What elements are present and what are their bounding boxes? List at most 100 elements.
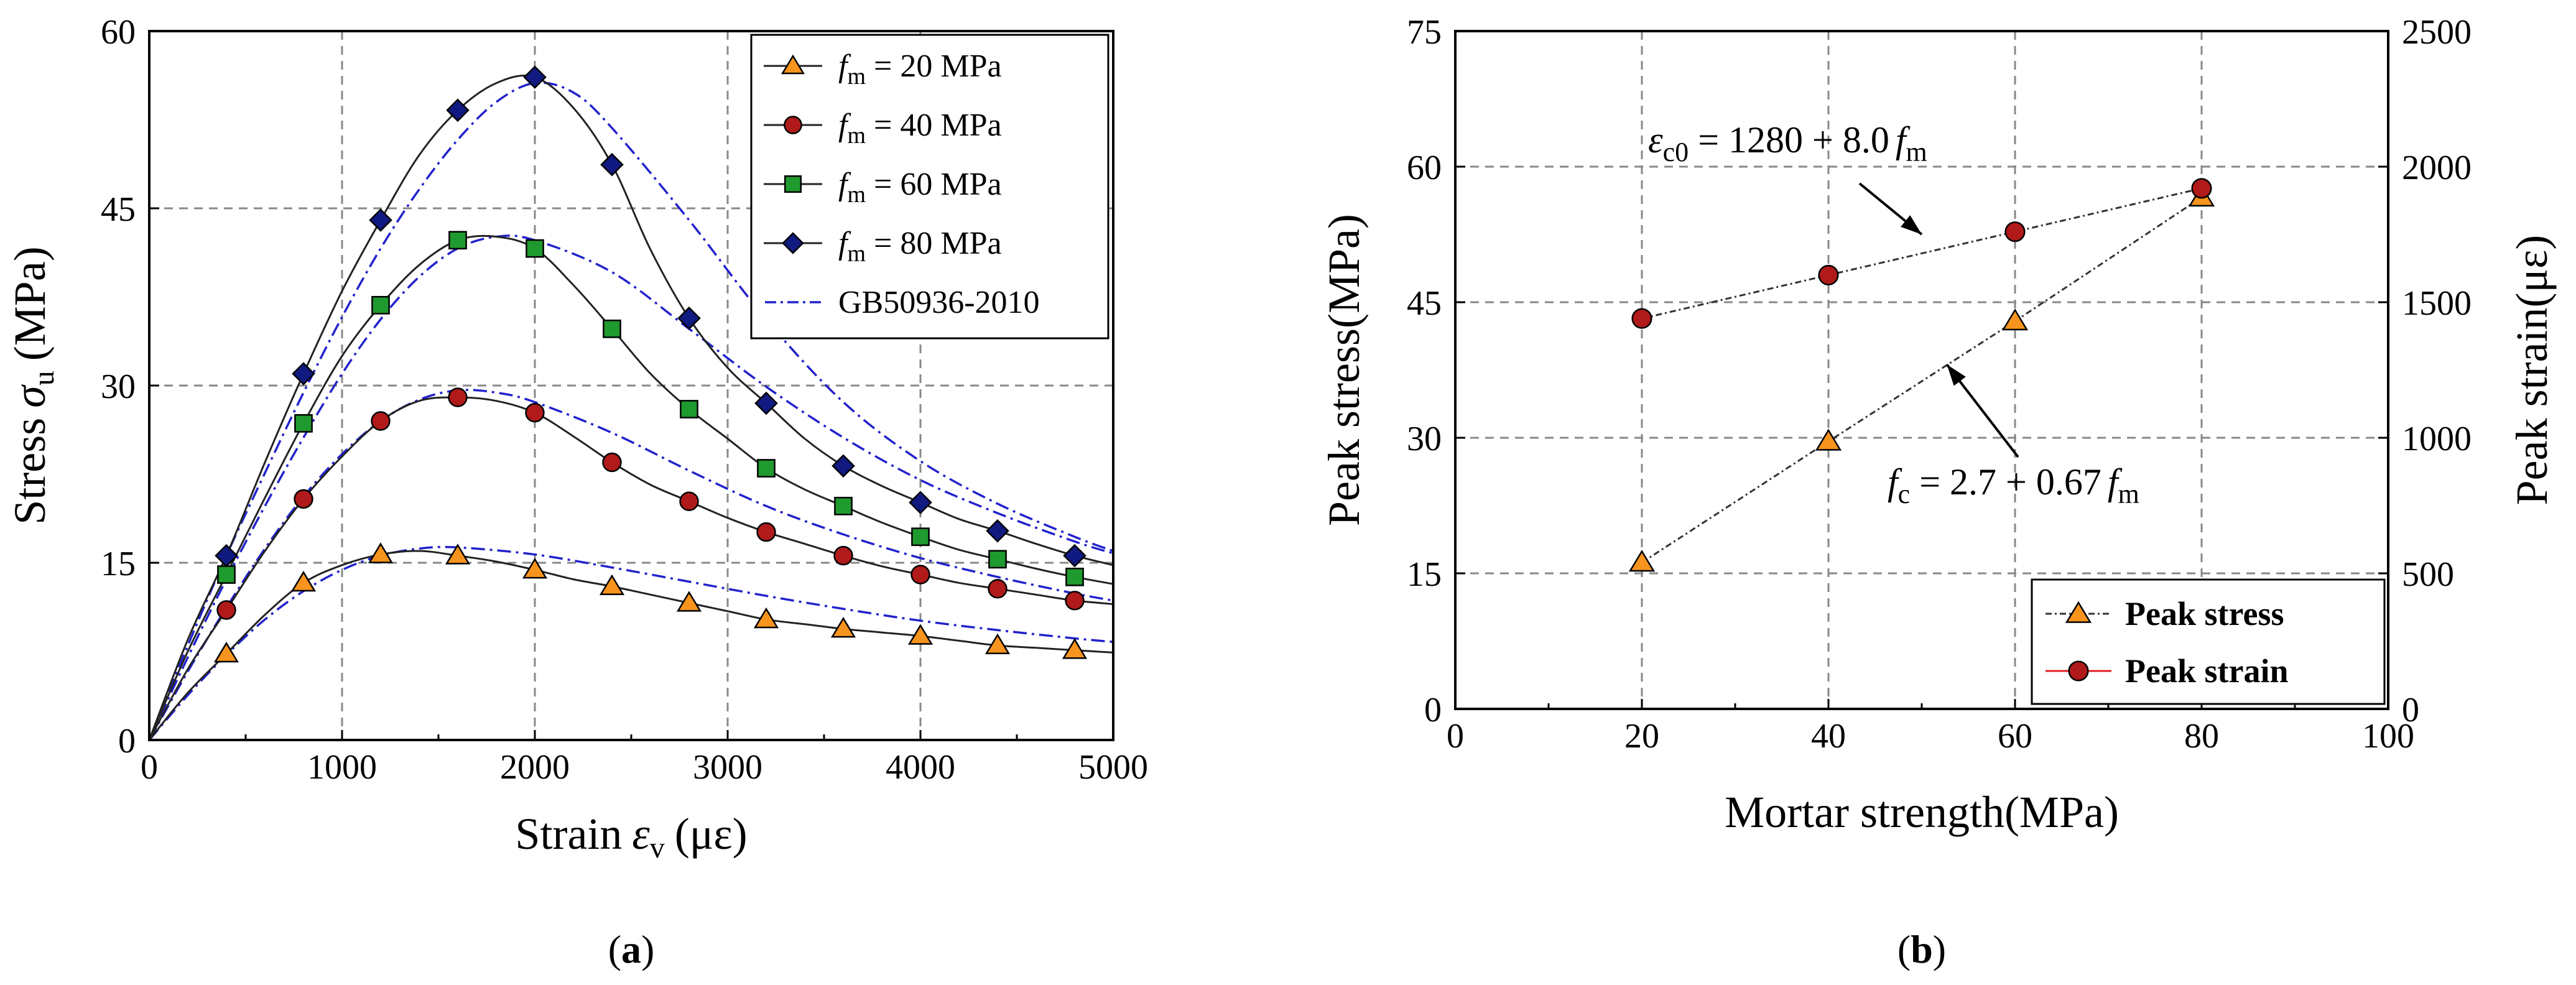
legend-b-marker [2068, 660, 2089, 682]
panel-b-caption: (b) [1897, 927, 1946, 971]
x-tick-label: 5000 [1078, 748, 1148, 787]
y2-tick-label: 1000 [2402, 420, 2472, 458]
panel-a-reference-curves [149, 81, 1113, 740]
y-tick-label: 75 [1407, 13, 1442, 52]
data-point-fm-20 [830, 616, 856, 638]
series-line-peak-strain [1641, 187, 2202, 320]
legend-a-marker [781, 54, 805, 75]
data-point-fm-20 [522, 557, 548, 579]
data-point-fm-40 [216, 600, 236, 620]
y-tick-label: 0 [118, 722, 136, 761]
data-point-fm-60 [834, 496, 853, 516]
data-point-fm-40 [833, 545, 853, 566]
data-point-fm-40 [448, 387, 468, 407]
data-point-peak-strain [1631, 308, 1652, 329]
legend-a-label: GB50936-2010 [838, 285, 1040, 320]
legend-b-label: Peak strain [2125, 652, 2289, 690]
x-tick-label: 20 [1624, 717, 1659, 756]
y2-tick-label: 1500 [2402, 284, 2472, 323]
panel-b-gridlines [1455, 31, 2388, 709]
series-line-fm-20 [149, 550, 1113, 740]
y2-tick-label: 500 [2402, 555, 2454, 594]
panel-a-caption: (a) [608, 927, 655, 971]
data-point-fm-40 [602, 452, 622, 473]
data-point-fm-40 [525, 403, 545, 423]
data-point-peak-strain [2191, 178, 2212, 199]
panel-b-legend: Peak stress Peak strain [2031, 578, 2386, 705]
data-point-fm-80 [1063, 543, 1086, 568]
panel-a-series-markers [213, 65, 1088, 663]
data-point-fm-20 [985, 633, 1011, 654]
data-point-fm-80 [986, 519, 1009, 543]
legend-a-label: fm = 80 MPa [838, 226, 1002, 267]
data-point-fm-60 [294, 414, 313, 433]
y-tick-label: 0 [1424, 691, 1442, 729]
data-point-fm-80 [909, 491, 932, 514]
annotation-peak-strain-equation: εc0 = 1280 + 8.0 fm [1648, 119, 1927, 167]
reference-curve-gb50936-1 [149, 545, 1113, 740]
data-point-fm-60 [217, 565, 236, 584]
data-point-fm-60 [526, 239, 544, 258]
panel-b-series-markers [1628, 178, 2215, 572]
series-line-peak-stress [1641, 197, 2202, 563]
data-point-fm-60 [448, 231, 467, 250]
data-point-fm-60 [757, 459, 776, 478]
data-point-fm-60 [911, 527, 930, 547]
reference-curve-gb50936-3 [149, 234, 1113, 740]
data-point-fm-20 [676, 591, 702, 612]
y-title-a-unit: (MPa) [5, 246, 55, 361]
x-tick-label: 60 [1998, 717, 2032, 756]
legend-b-box [2031, 578, 2386, 705]
data-point-peak-strain [2004, 221, 2026, 243]
data-point-fm-40 [756, 522, 776, 542]
legend-a-marker [784, 116, 802, 134]
x-tick-label: 3000 [693, 748, 762, 787]
legend-a-box [750, 34, 1110, 340]
data-point-fm-80 [754, 391, 778, 415]
data-point-fm-80 [832, 454, 855, 478]
series-line-fm-40 [149, 396, 1113, 740]
reference-curve-gb50936-2 [149, 389, 1113, 740]
legend-a-marker [784, 175, 802, 193]
panel-b-caption-letter: b [1911, 927, 1933, 971]
legend-b-label: Peak stress [2125, 595, 2284, 632]
y-tick-label: 60 [101, 13, 136, 52]
data-point-fm-20 [368, 542, 394, 563]
x-tick-label: 100 [2362, 717, 2414, 756]
data-point-fm-20 [1062, 638, 1088, 659]
panel-a-x-axis-title: Strain εv (με) [515, 809, 747, 864]
annotation-peak-stress-equation: fc = 2.7 + 0.67 fm [1888, 461, 2139, 509]
data-point-fm-20 [907, 624, 934, 645]
data-point-fm-20 [290, 570, 317, 592]
x-title-a-text: Strain [515, 809, 622, 859]
annotation-arrow-stress-head [1947, 364, 1966, 386]
data-point-fm-80 [677, 306, 701, 330]
data-point-fm-20 [445, 543, 471, 565]
x-tick-label: 0 [141, 748, 158, 787]
data-point-fm-80 [600, 152, 624, 177]
data-point-fm-60 [680, 400, 698, 419]
y-title-a-sub: u [27, 371, 60, 386]
x-tick-label: 2000 [500, 748, 570, 787]
x-tick-label: 40 [1811, 717, 1846, 756]
panel-b-y-axis-title: Peak stress(MPa) [1319, 214, 1369, 526]
data-point-fm-60 [988, 550, 1007, 569]
y-title-a-text: Stress [5, 418, 55, 525]
legend-b-marker [2065, 601, 2092, 623]
data-point-peak-stress [1815, 428, 1842, 451]
panel-a-ticks: 0 1000 2000 3000 4000 5000 0 15 30 45 60 [101, 13, 1148, 787]
annotation-arrow-strain-head [1901, 215, 1922, 234]
y-tick-label: 45 [1407, 284, 1442, 323]
x-tick-label: 80 [2184, 717, 2219, 756]
panel-b-annotations: εc0 = 1280 + 8.0 fm fc = 2.7 + 0.67 fm [1648, 119, 2139, 509]
y-tick-label: 30 [101, 368, 136, 406]
data-point-fm-40 [1065, 591, 1085, 611]
legend-a-label: fm = 40 MPa [838, 108, 1002, 149]
x-tick-label: 1000 [307, 748, 377, 787]
y-title-a-symbol: σ [5, 384, 55, 408]
x-title-a-sub: v [650, 831, 665, 864]
data-point-fm-60 [371, 295, 390, 315]
data-point-fm-40 [988, 579, 1008, 599]
data-point-peak-stress [2001, 308, 2029, 331]
legend-a-marker [782, 232, 804, 254]
